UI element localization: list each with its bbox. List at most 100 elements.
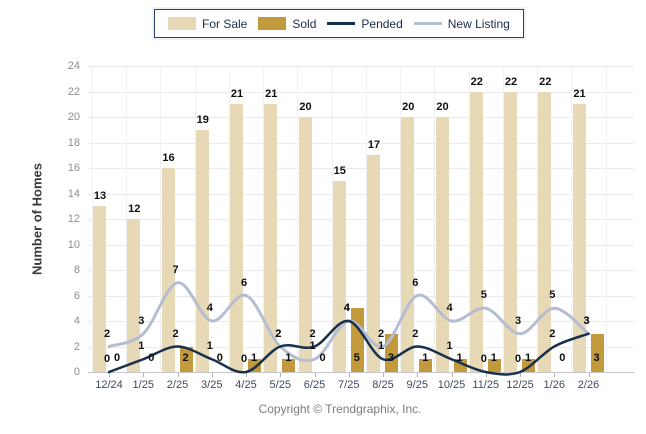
y-axis-label: 18	[67, 136, 80, 149]
gridline-h	[88, 117, 634, 118]
value-label-pended: 1	[206, 340, 213, 353]
value-label-new-listing: 4	[343, 302, 350, 314]
y-axis-label: 12	[67, 213, 80, 225]
value-label-new-listing: 6	[240, 276, 248, 289]
gridline-v	[605, 66, 607, 371]
value-label-for-sale: 15	[333, 164, 346, 177]
x-axis-label: 2/25	[166, 379, 189, 391]
value-label-new-listing: 7	[172, 263, 179, 276]
x-axis-label: 1/25	[132, 379, 154, 391]
legend-swatch-sold	[258, 17, 287, 30]
x-tick	[417, 373, 419, 377]
x-axis-label: 8/25	[372, 379, 394, 391]
value-label-new-listing: 2	[377, 327, 385, 340]
x-tick	[143, 373, 145, 377]
value-label-sold: 5	[353, 352, 360, 364]
for-sale-bar	[332, 180, 346, 372]
legend-label-for-sale: For Sale	[202, 16, 248, 31]
x-tick	[348, 373, 350, 377]
for-sale-bar	[195, 129, 209, 372]
x-tick	[588, 373, 590, 377]
value-label-sold: 1	[490, 352, 497, 364]
value-label-pended: 4	[343, 302, 350, 314]
x-axis-label: 3/25	[201, 379, 223, 391]
x-tick	[451, 373, 453, 377]
value-label-sold: 0	[148, 352, 155, 364]
value-label-new-listing: 3	[514, 314, 522, 327]
value-label-sold: 0	[319, 352, 326, 364]
y-axis-label: 6	[73, 289, 80, 302]
x-tick	[211, 373, 213, 377]
value-label-for-sale: 16	[162, 152, 175, 164]
y-axis-label: 10	[67, 238, 80, 251]
y-axis-label: 8	[73, 264, 80, 276]
x-axis-label: 12/25	[506, 379, 534, 391]
y-axis-label: 4	[73, 315, 80, 327]
gridline-h	[88, 219, 634, 220]
y-axis-label: 2	[73, 340, 80, 353]
legend-label-new-listing: New Listing	[447, 16, 510, 31]
gridline-h	[88, 142, 634, 144]
x-axis-label: 10/25	[437, 379, 466, 391]
for-sale-bar	[572, 104, 586, 372]
gridline-v	[297, 66, 299, 371]
value-label-for-sale: 21	[573, 88, 586, 101]
legend-label-pended: Pended	[361, 16, 403, 31]
gridline-v	[571, 66, 573, 371]
value-label-for-sale: 21	[265, 88, 278, 101]
y-axis-label: 22	[67, 85, 80, 98]
value-label-sold: 0	[559, 352, 566, 364]
value-label-sold: 0	[113, 352, 121, 364]
x-axis-label: 6/25	[303, 379, 326, 391]
legend-label-sold: Sold	[292, 16, 317, 31]
for-sale-bar	[504, 91, 517, 372]
value-label-for-sale: 17	[367, 139, 381, 152]
gridline-v	[400, 66, 402, 371]
value-label-pended: 2	[412, 327, 419, 340]
gridline-h	[88, 66, 634, 67]
gridline-h	[88, 168, 634, 169]
x-tick	[554, 373, 556, 377]
value-label-for-sale: 20	[436, 101, 449, 113]
gridline-v	[91, 66, 93, 371]
x-tick	[383, 373, 384, 377]
value-label-pended: 2	[309, 327, 316, 340]
value-label-new-listing: 4	[446, 302, 453, 314]
value-label-for-sale: 22	[504, 75, 518, 88]
x-axis-label: 9/25	[406, 379, 428, 391]
x-axis-label: 7/25	[338, 379, 360, 391]
value-label-pended: 2	[549, 327, 556, 340]
gridline-v	[468, 66, 470, 371]
value-label-new-listing: 6	[412, 276, 419, 289]
copyright-text: Copyright © Trendgraphix, Inc.	[258, 402, 422, 416]
value-label-new-listing: 2	[275, 327, 282, 340]
x-axis-label: 2/26	[577, 379, 600, 391]
value-label-sold: 0	[216, 352, 223, 364]
value-label-sold: 3	[387, 352, 395, 364]
value-label-for-sale: 20	[299, 101, 312, 113]
x-axis-label: 5/25	[269, 379, 291, 391]
x-tick	[246, 373, 247, 377]
y-axis-label: 24	[67, 60, 80, 72]
x-axis-label: 11/25	[472, 379, 500, 391]
value-label-new-listing: 2	[103, 327, 111, 340]
gridline-v	[502, 66, 504, 371]
value-label-new-listing: 1	[309, 340, 316, 353]
value-label-new-listing: 3	[138, 314, 145, 327]
gridline-v	[365, 66, 367, 371]
gridline-v	[537, 66, 539, 371]
value-label-pended: 1	[138, 340, 145, 353]
chart-legend: For Sale Sold Pended New Listing	[154, 9, 524, 38]
value-label-for-sale: 20	[402, 101, 415, 113]
y-axis-label: 0	[73, 366, 80, 378]
value-label-sold: 1	[422, 352, 429, 364]
gridline-v	[434, 66, 436, 371]
gridline-v	[263, 66, 265, 371]
gridline-v	[228, 66, 230, 371]
value-label-new-listing: 5	[549, 289, 556, 302]
gridline-v	[194, 66, 196, 371]
value-label-pended: 1	[446, 340, 453, 353]
value-label-new-listing: 3	[583, 314, 590, 327]
for-sale-bar	[435, 117, 449, 372]
